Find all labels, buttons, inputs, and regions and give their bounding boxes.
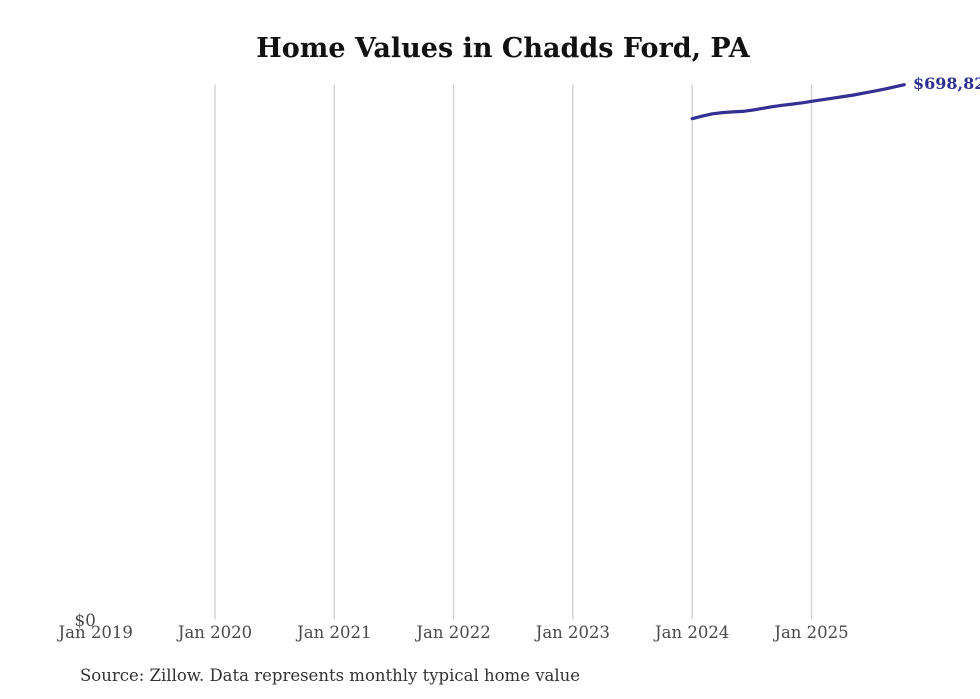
source-note: Source: Zillow. Data represents monthly … [80, 666, 581, 685]
chart-title: Home Values in Chadds Ford, PA [256, 33, 750, 64]
x-tick-label: Jan 2025 [774, 623, 849, 642]
gridlines [214, 84, 813, 620]
series-line [690, 83, 906, 121]
x-tick-label: Jan 2023 [535, 623, 611, 642]
x-tick-label: Jan 2021 [297, 623, 372, 642]
x-tick-label: Jan 2024 [655, 623, 730, 642]
series-end-value-label: $698,823 [913, 74, 980, 93]
home-value-line [690, 83, 906, 121]
y-axis-zero-label: $0 [74, 611, 96, 631]
x-tick-label: Jan 2019 [58, 623, 133, 642]
x-tick-label: Jan 2022 [416, 623, 491, 642]
x-tick-label: Jan 2020 [177, 623, 253, 642]
